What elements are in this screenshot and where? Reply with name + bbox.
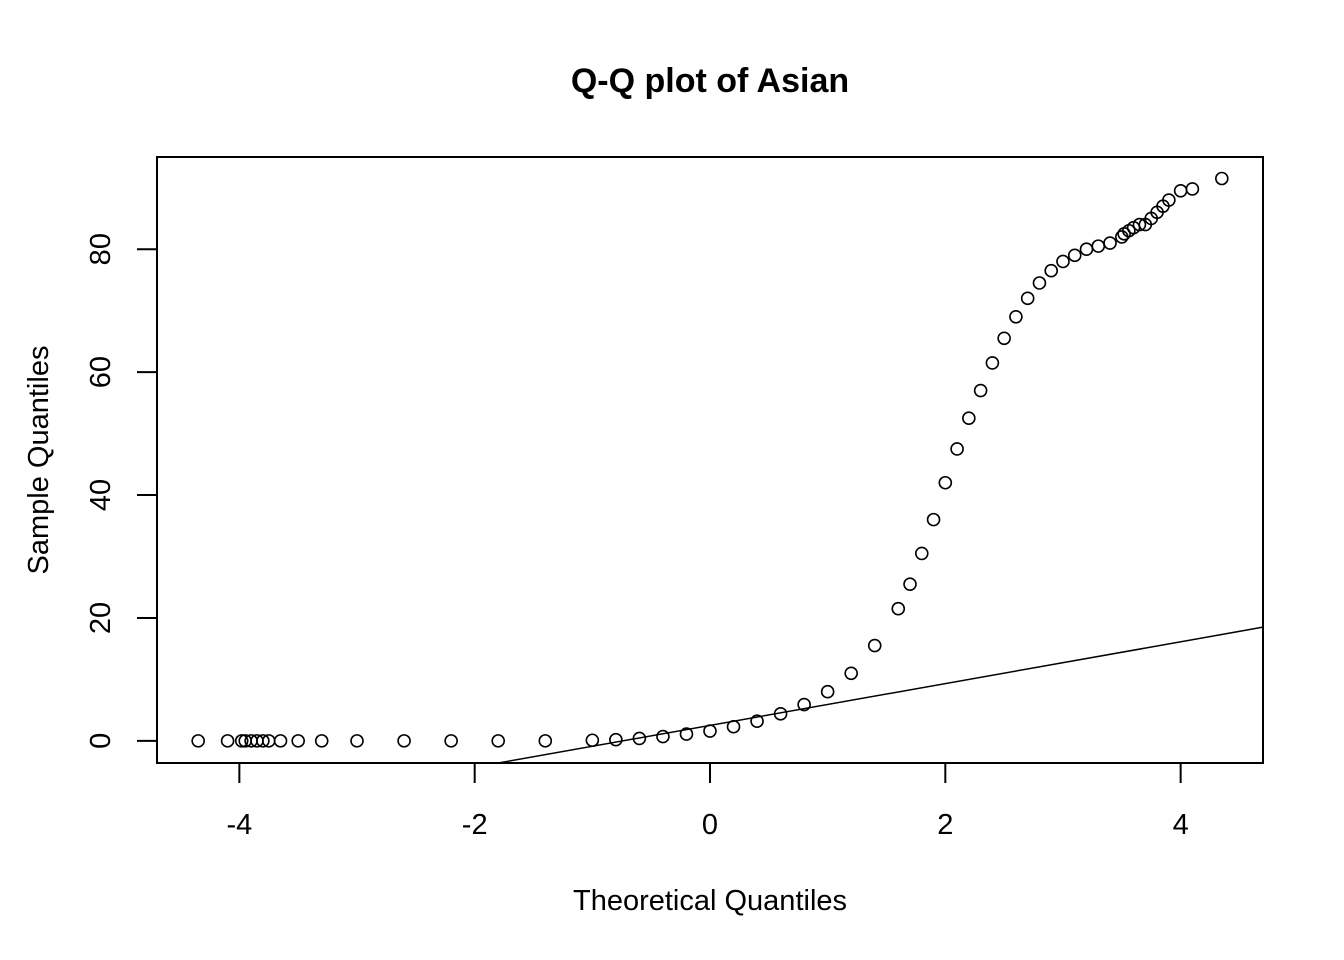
x-tick-label: -4 xyxy=(226,809,252,841)
y-axis: 0 20 40 60 80 xyxy=(85,233,158,749)
sample-point xyxy=(314,734,329,748)
x-tick-label: 0 xyxy=(702,809,718,841)
sample-point xyxy=(656,729,670,744)
sample-point xyxy=(938,475,953,490)
sample-point xyxy=(750,714,764,729)
plot-area-frame xyxy=(156,156,1264,764)
x-tick-label: 2 xyxy=(937,809,953,841)
sample-point xyxy=(926,512,941,527)
sample-point xyxy=(291,734,305,748)
x-tick-label: 4 xyxy=(1173,809,1189,841)
sample-point xyxy=(1185,182,1200,196)
sample-point xyxy=(820,684,835,699)
sample-point xyxy=(234,734,249,748)
sample-point xyxy=(538,734,553,748)
y-tick-label: 80 xyxy=(85,233,117,265)
sample-point xyxy=(609,732,623,747)
sample-point xyxy=(1056,254,1070,269)
reference-line xyxy=(498,626,1264,764)
sample-point xyxy=(914,546,929,561)
sample-point xyxy=(273,734,288,748)
sample-point xyxy=(397,734,411,748)
sample-point xyxy=(1162,193,1176,207)
chart-title: Q-Q plot of Asian xyxy=(571,62,849,100)
sample-point xyxy=(679,727,694,741)
y-axis-label: Sample Quantiles xyxy=(23,346,55,575)
sample-point xyxy=(844,666,858,681)
sample-point xyxy=(1079,242,1094,256)
sample-point xyxy=(1044,263,1059,278)
sample-point xyxy=(962,411,976,426)
sample-point xyxy=(1132,217,1147,232)
sample-point xyxy=(1173,184,1188,198)
y-tick-label: 0 xyxy=(85,733,117,749)
sample-point xyxy=(585,733,600,748)
sample-point xyxy=(985,356,1000,370)
sample-point xyxy=(1009,309,1023,324)
sample-point xyxy=(867,638,882,653)
y-tick-label: 20 xyxy=(85,602,117,634)
sample-point xyxy=(444,734,458,748)
sample-point xyxy=(973,383,988,398)
sample-point xyxy=(797,697,811,712)
x-axis: -4 -2 0 2 4 xyxy=(226,762,1189,841)
sample-point xyxy=(950,442,964,456)
sample-point xyxy=(891,601,906,616)
sample-points xyxy=(191,171,1229,748)
sample-point xyxy=(997,331,1011,346)
sample-point xyxy=(256,734,270,748)
sample-point xyxy=(903,577,917,591)
sample-point xyxy=(491,734,506,748)
sample-point xyxy=(1091,239,1106,253)
sample-point xyxy=(191,734,205,748)
x-axis-label: Theoretical Quantiles xyxy=(573,885,847,917)
sample-point xyxy=(1215,171,1229,186)
sample-point xyxy=(1020,291,1035,306)
x-tick-label: -2 xyxy=(462,809,488,841)
y-tick-label: 40 xyxy=(85,479,117,511)
sample-point xyxy=(350,734,364,748)
sample-point xyxy=(1032,276,1047,290)
sample-point xyxy=(1067,248,1082,263)
y-tick-label: 60 xyxy=(85,356,117,388)
sample-point xyxy=(220,734,235,748)
sample-point xyxy=(1103,236,1117,250)
